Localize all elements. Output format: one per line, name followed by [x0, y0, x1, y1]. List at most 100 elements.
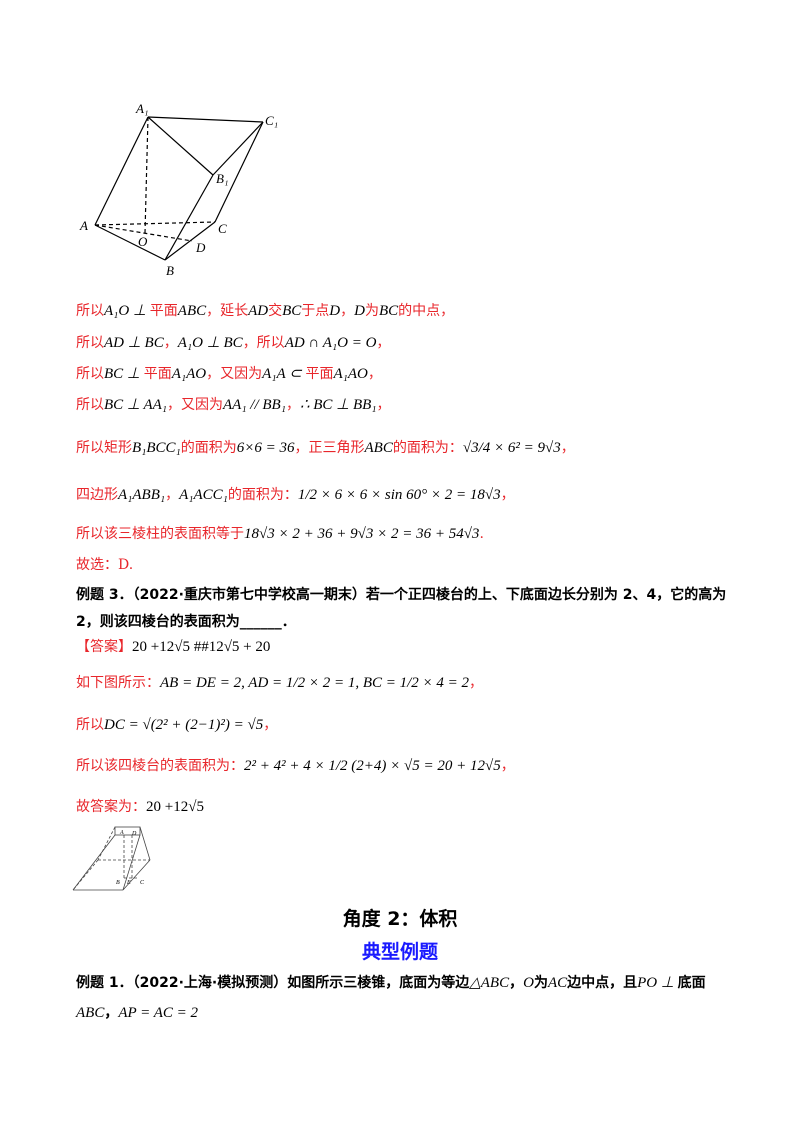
math: ABC — [364, 440, 393, 456]
example3-step-3: 所以该四棱台的表面积为：2² + 4² + 4 × 1/2 (2+4) × √5… — [76, 755, 515, 775]
text: ， — [509, 975, 524, 991]
math: A₁A ⊂ — [262, 366, 306, 382]
example3-title-cont: 2，则该四棱台的表面积为______． — [76, 614, 296, 630]
math: 1/2 × 6 × 6 × sin 60° × 2 = 18√3 — [297, 487, 501, 503]
math: AC — [547, 975, 568, 991]
text: ，又因为 — [206, 366, 263, 382]
math: BC ⊥ AA₁ — [104, 397, 168, 413]
text: ， — [560, 440, 575, 456]
text: 平面 — [305, 366, 334, 382]
text: 边中点，且 — [567, 975, 638, 991]
text: 所以 — [76, 717, 104, 733]
solution-line-4: 所以BC ⊥ AA₁，又因为AA₁ // BB₁，∴ BC ⊥ BB₁， — [76, 394, 391, 414]
choice-line: 故选：D. — [76, 557, 134, 573]
math: AB = DE = 2, AD = 1/2 × 2 = 1, BC = 1/2 … — [160, 675, 470, 691]
label-B: B — [166, 263, 174, 278]
text: 所以该四棱台的表面积为： — [76, 758, 244, 774]
math: ABC — [177, 303, 207, 319]
math: DC = √(2² + (2−1)²) = √5 — [104, 717, 264, 733]
text: 底面 — [677, 975, 706, 991]
math: AA₁ // BB₁ — [223, 397, 286, 413]
math: O — [523, 975, 534, 991]
text: 为 — [364, 303, 379, 319]
text: 所以该三棱柱的表面积等于 — [76, 526, 244, 542]
solution-line-7: 所以该三棱柱的表面积等于18√3 × 2 + 36 + 9√3 × 2 = 36… — [76, 523, 484, 543]
text: 为 — [533, 975, 548, 991]
text: 四边形 — [76, 487, 118, 503]
text: ，正三角形 — [294, 440, 365, 456]
math: A₁O ⊥ BC — [177, 335, 243, 351]
text: 如下图所示： — [76, 675, 160, 691]
math: B₁BCC₁ — [132, 440, 181, 456]
frustum-figure: A D B E C — [72, 826, 151, 891]
math: 6×6 = 36 — [236, 440, 295, 456]
text: ， — [285, 397, 300, 413]
math: A₁ACC₁ — [179, 487, 228, 503]
solution-line-6: 四边形A₁ABB₁，A₁ACC₁的面积为：1/2 × 6 × 6 × sin 6… — [76, 484, 515, 504]
answer-value: 20 +12√5 ##12√5 + 20 — [132, 639, 271, 655]
text: 所以矩形 — [76, 440, 132, 456]
example1-line-1: 例题 1．（2022·上海·模拟预测）如图所示三棱锥，底面为等边△ABC，O为A… — [76, 972, 706, 992]
solution-line-1: 所以A₁O ⊥ 平面ABC，延长AD交BC于点D，D为BC的中点， — [76, 300, 454, 320]
math: D — [354, 303, 365, 319]
label-C1: C₁ — [265, 113, 278, 128]
text: 平面 — [149, 303, 178, 319]
label-D: D — [195, 240, 206, 255]
label-A: A — [119, 830, 124, 836]
text: ， — [104, 1005, 119, 1021]
text: ，所以 — [242, 335, 285, 351]
label-O: O — [138, 234, 148, 249]
label-C: C — [140, 880, 145, 886]
label-B: B — [116, 880, 120, 886]
text: 所以 — [76, 335, 104, 351]
math: ABC — [76, 1005, 105, 1021]
math: △ABC — [469, 975, 510, 991]
example3-step-4: 故答案为：20 +12√5 — [76, 796, 204, 816]
math: A₁AO — [333, 366, 368, 382]
text: 平面 — [143, 366, 172, 382]
math: 2² + 4² + 4 × 1/2 (2+4) × √5 = 20 + 12√5 — [244, 758, 501, 774]
text: 的中点， — [398, 303, 455, 319]
math: AD — [248, 303, 269, 319]
math: PO ⊥ — [637, 975, 678, 991]
solution-line-2: 所以AD ⊥ BC，A₁O ⊥ BC，所以AD ∩ A₁O = O， — [76, 332, 390, 352]
example1-line-2: ABC，AP = AC = 2 — [76, 1002, 198, 1022]
text: 于点 — [301, 303, 330, 319]
math: 20 +12√5 — [146, 799, 204, 815]
text: . — [479, 526, 484, 542]
text: ， — [163, 335, 178, 351]
label-A1: A₁ — [135, 101, 148, 116]
text: ， — [500, 487, 515, 503]
label-C: C — [218, 221, 227, 236]
example3-step-1: 如下图所示：AB = DE = 2, AD = 1/2 × 2 = 1, BC … — [76, 672, 483, 692]
answer-label: 【答案】 — [76, 639, 132, 655]
label-B1: B₁ — [216, 171, 228, 186]
solution-line-3: 所以BC ⊥ 平面A₁AO，又因为A₁A ⊂ 平面A₁AO， — [76, 363, 382, 383]
math: √3/4 × 6² = 9√3 — [462, 440, 561, 456]
text: ， — [469, 675, 484, 691]
text: ， — [376, 397, 391, 413]
text: 的面积为： — [227, 487, 298, 503]
text: ， — [165, 487, 180, 503]
label-D: D — [131, 831, 137, 837]
math: AP = AC = 2 — [118, 1005, 199, 1021]
text: 的面积为： — [392, 440, 463, 456]
text: ，延长 — [206, 303, 249, 319]
text: ， — [367, 366, 382, 382]
section-title: 角度 2：体积 — [342, 908, 458, 930]
label-E: E — [126, 880, 131, 886]
text: 所以 — [76, 303, 104, 319]
text: 的面积为 — [180, 440, 237, 456]
math: A₁AO — [171, 366, 207, 382]
text: ，又因为 — [167, 397, 224, 413]
text: 所以 — [76, 366, 104, 382]
text: ， — [340, 303, 355, 319]
triangular-prism-figure: A₁ C₁ B₁ A C O D B — [79, 101, 278, 278]
solution-line-5: 所以矩形B₁BCC₁的面积为6×6 = 36，正三角形ABC的面积为：√3/4 … — [76, 437, 575, 457]
text: 交 — [268, 303, 283, 319]
text: 故答案为： — [76, 799, 146, 815]
math: AD ⊥ BC — [104, 335, 164, 351]
section-subtitle: 典型例题 — [361, 941, 438, 963]
text: 所以 — [76, 397, 104, 413]
